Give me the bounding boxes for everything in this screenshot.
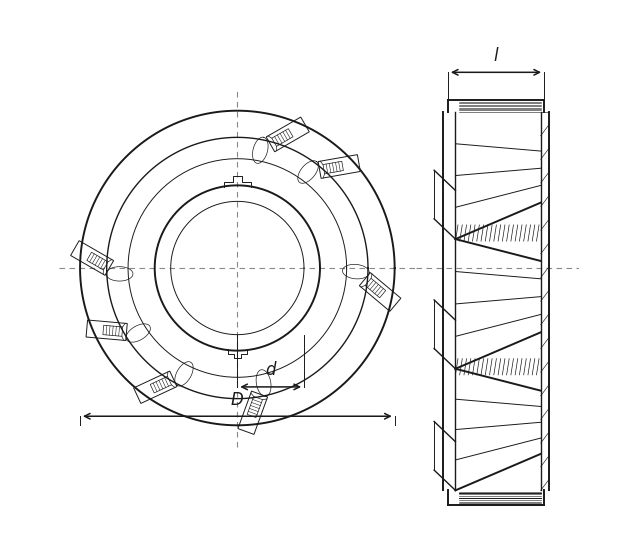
Text: d: d <box>265 361 276 379</box>
Text: l: l <box>494 47 499 65</box>
Text: D: D <box>231 391 244 409</box>
